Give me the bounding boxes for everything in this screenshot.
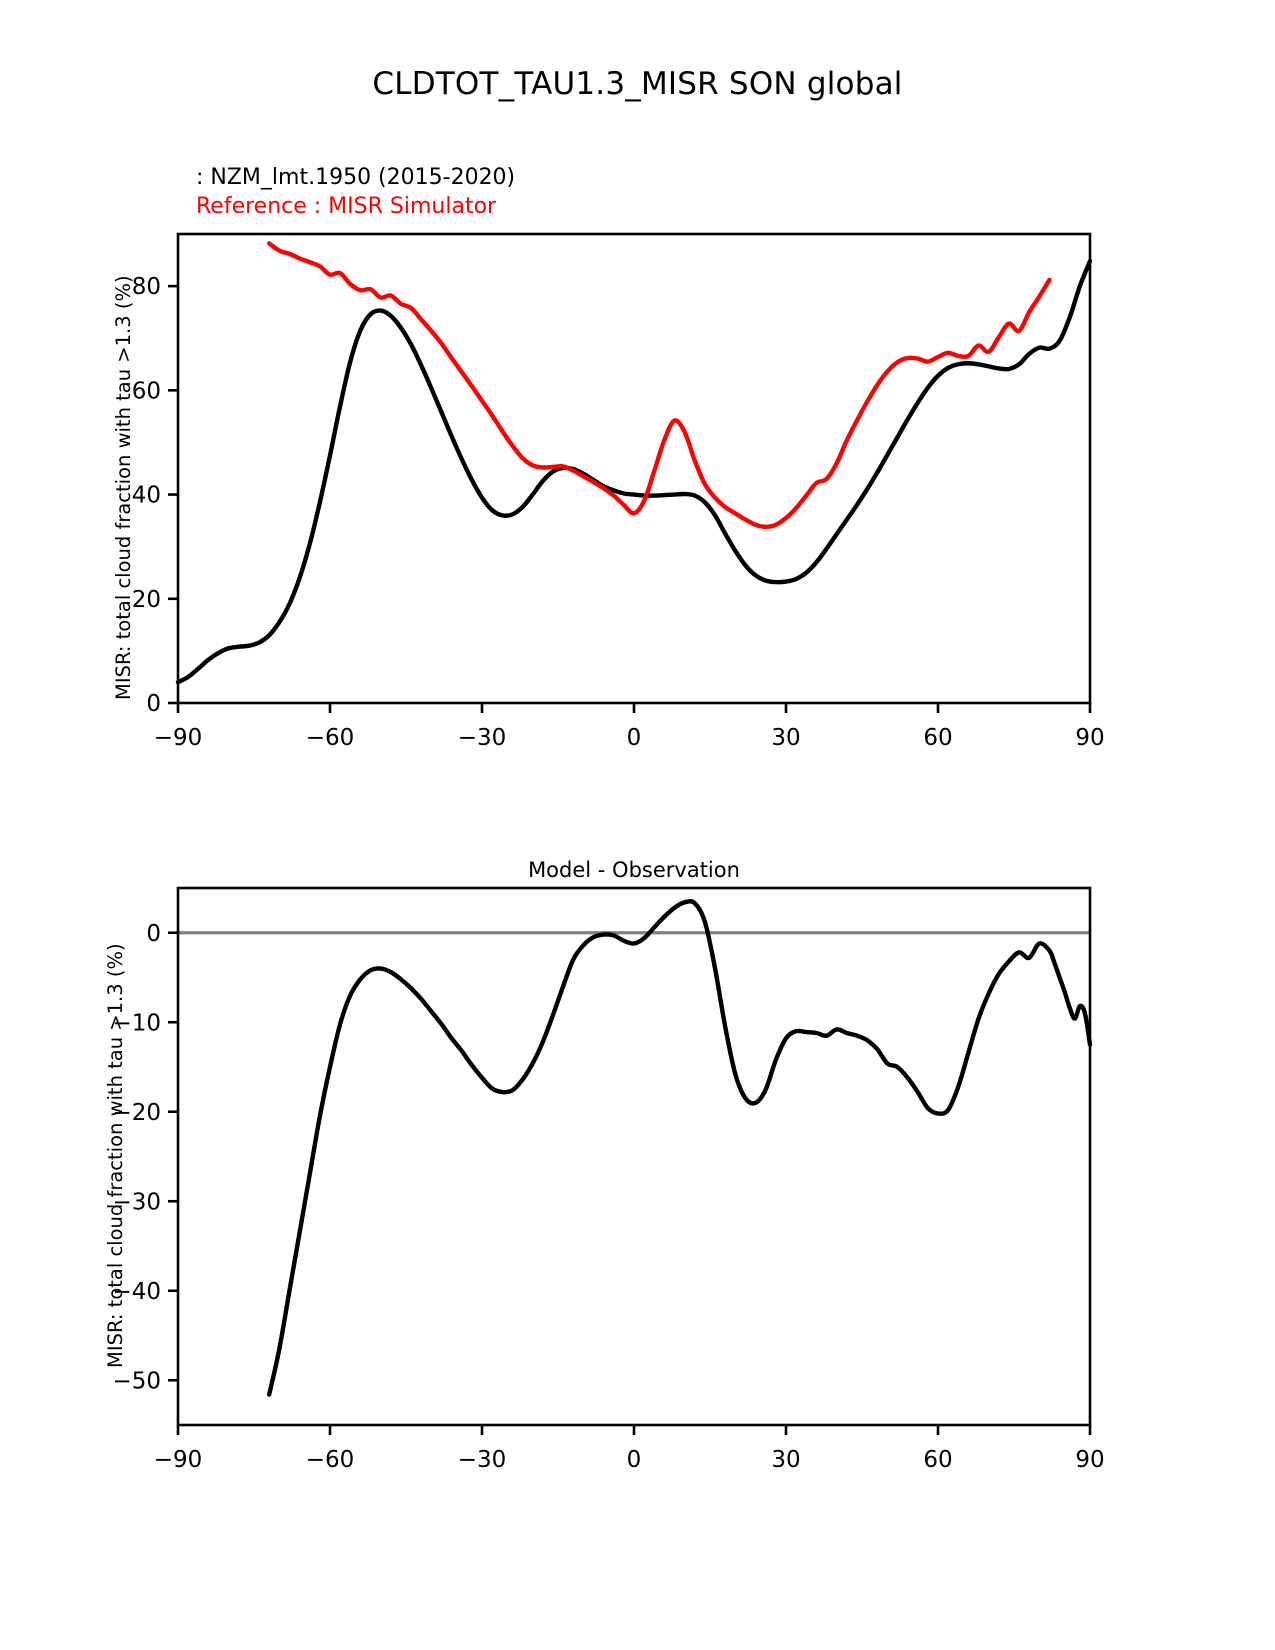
x-tick-label: 0 [627,725,642,751]
x-tick-label: 30 [771,1447,800,1473]
x-tick-label: −60 [306,725,355,751]
y-tick-label: 40 [132,483,161,509]
x-tick-label: 30 [771,725,800,751]
data-line-model [267,899,1093,1397]
y-tick-label: −40 [112,1279,161,1305]
y-tick-label: 80 [132,274,161,300]
x-tick-label: 60 [923,1447,952,1473]
x-tick-label: 90 [1075,1447,1104,1473]
x-axis-ticks: −90 −60 −30 0 30 60 90 [154,703,1105,751]
x-tick-label: −30 [458,725,507,751]
x-tick-label: 0 [627,1447,642,1473]
x-tick-label: −90 [154,725,203,751]
x-tick-label: 60 [923,725,952,751]
top-panel-y-axis-label: MISR: total cloud fraction with tau >1.3… [112,275,135,700]
y-tick-label: −50 [112,1368,161,1394]
y-tick-label: −10 [112,1010,161,1036]
x-tick-label: −90 [154,1447,203,1473]
axes-frame [176,232,1092,705]
top-panel-plot: 0 20 40 60 80 −90 −60 −30 0 30 60 90 [132,232,1105,751]
y-tick-label: 20 [132,587,161,613]
y-axis-ticks: 0 20 40 60 80 [132,274,178,717]
y-tick-label: −30 [112,1189,161,1215]
x-tick-label: 90 [1075,725,1104,751]
legend: : NZM_lmt.1950 (2015-2020) Reference : M… [196,163,515,222]
y-tick-label: −20 [112,1100,161,1126]
plot-frame [176,232,1092,705]
top-panel: 0 20 40 60 80 −90 −60 −30 0 30 60 90 [0,0,1275,780]
x-tick-label: −60 [306,1447,355,1473]
legend-model-entry: : NZM_lmt.1950 (2015-2020) [196,165,516,190]
y-tick-label: 0 [146,921,161,947]
y-tick-label: 0 [146,691,161,717]
data-line-model [175,258,1093,685]
data-line-reference [267,241,1052,530]
data-series-group [267,899,1093,1397]
bottom-panel: 0 −10 −20 −30 −40 −50 −90 −60 −30 0 30 60 90 [0,840,1275,1480]
legend-reference-entry: Reference : MISR Simulator [196,194,497,220]
figure-title: CLDTOT_TAU1.3_MISR SON global [372,66,903,102]
bottom-panel-plot: 0 −10 −20 −30 −40 −50 −90 −60 −30 0 30 60 90 [112,886,1105,1473]
x-axis-ticks: −90 −60 −30 0 30 60 90 [154,1425,1105,1473]
y-axis-ticks: 0 −10 −20 −30 −40 −50 [112,921,178,1394]
x-tick-label: −30 [458,1447,507,1473]
data-series-group [175,241,1093,685]
bottom-panel-y-axis-label: MISR: total cloud fraction with tau >1.3… [104,943,127,1368]
bottom-panel-title: Model - Observation [528,858,740,882]
y-tick-label: 60 [132,378,161,404]
